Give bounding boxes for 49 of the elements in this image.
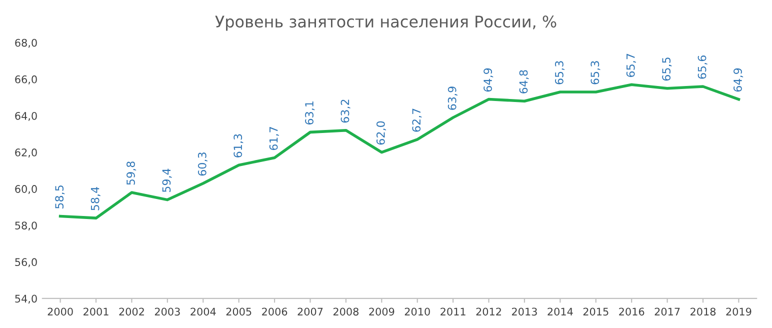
y-tick-label: 54,0 [15, 294, 37, 304]
data-label: 64,8 [519, 70, 529, 94]
y-tick-label: 68,0 [15, 38, 37, 48]
data-label: 65,3 [590, 61, 600, 84]
x-tick-label: 2016 [619, 308, 644, 316]
x-tick-label: 2004 [190, 308, 216, 316]
data-label: 63,2 [340, 100, 350, 123]
data-label: 65,6 [698, 56, 708, 79]
data-label: 61,7 [269, 127, 279, 150]
data-label: 61,3 [234, 134, 244, 158]
data-label: 65,3 [555, 61, 565, 84]
x-tick-label: 2009 [369, 308, 394, 316]
x-tick-label: 2005 [226, 308, 252, 316]
data-label: 62,7 [412, 108, 422, 132]
data-label: 59,8 [126, 162, 136, 185]
x-tick-label: 2015 [583, 308, 608, 316]
data-label: 63,1 [305, 102, 315, 124]
data-label: 65,7 [626, 54, 636, 77]
data-label: 60,3 [198, 152, 208, 176]
x-tick-label: 2018 [690, 308, 716, 316]
data-label: 64,9 [484, 68, 494, 92]
y-tick-label: 66,0 [15, 75, 37, 84]
x-tick-label: 2001 [84, 308, 108, 316]
x-tick-label: 2010 [404, 308, 430, 316]
x-tick-label: 2017 [654, 308, 680, 316]
data-label: 62,0 [376, 121, 386, 145]
chart-title: Уровень занятости населения России, % [215, 16, 556, 31]
x-tick-label: 2014 [548, 308, 573, 316]
y-tick-label: 60,0 [15, 185, 37, 194]
x-tick-label: 2013 [512, 308, 537, 316]
data-label: 58,5 [55, 186, 65, 208]
y-tick-label: 58,0 [15, 222, 37, 231]
data-label: 64,9 [734, 68, 744, 92]
x-tick-label: 2000 [48, 308, 73, 316]
y-tick-label: 62,0 [15, 148, 37, 158]
x-tick-label: 2002 [119, 308, 144, 316]
y-tick-label: 56,0 [15, 258, 37, 268]
data-label: 65,5 [662, 58, 672, 81]
x-tick-label: 2012 [476, 308, 501, 316]
x-tick-label: 2008 [333, 308, 358, 316]
data-label: 63,9 [448, 86, 458, 110]
data-label: 59,4 [162, 168, 172, 192]
data-label: 58,4 [90, 187, 100, 210]
x-tick-label: 2003 [154, 308, 180, 316]
x-tick-label: 2019 [726, 308, 752, 316]
y-tick-label: 64,0 [15, 112, 37, 121]
x-tick-label: 2011 [440, 308, 466, 316]
x-tick-label: 2007 [298, 308, 323, 316]
x-tick-label: 2006 [262, 308, 288, 316]
